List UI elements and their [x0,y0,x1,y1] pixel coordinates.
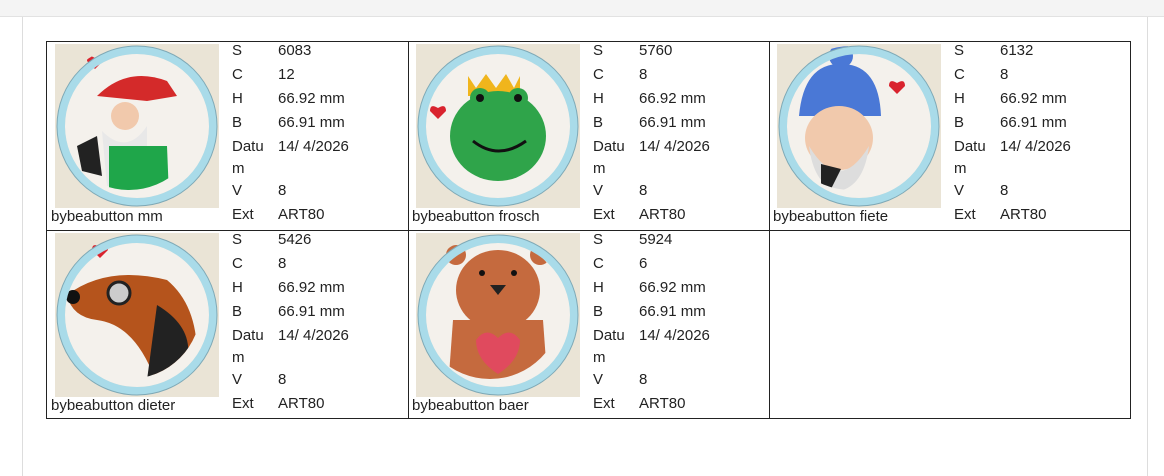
design-name: bybeabutton baer [412,397,529,414]
field-value: 8 [278,371,287,388]
field-label: Ext [593,395,615,412]
field-value: ART80 [278,206,325,223]
field-label: Datum [232,327,264,366]
design-name: bybeabutton dieter [51,397,176,414]
field-label: H [593,279,604,296]
design-preview [55,233,219,397]
field-value: 6132 [1000,42,1034,59]
design-cell: bybeabutton mm S 6083 C 12 H 66.92 mm B 66.91 mm… [47,42,409,231]
field-value: 8 [278,182,287,199]
field-label: H [232,279,243,296]
field-label: B [232,303,243,320]
field-value: 66.91 mm [639,303,706,320]
field-label: V [232,182,243,199]
field-value: 6083 [278,42,312,59]
field-value: 66.91 mm [278,114,345,131]
field-label: Datum [593,327,625,366]
field-label: S [593,42,604,59]
field-label: Ext [232,206,254,223]
field-label: V [954,182,965,199]
field-value: 14/ 4/2026 [278,327,349,344]
field-label: B [232,114,243,131]
field-value: 66.92 mm [278,279,345,296]
field-value: 14/ 4/2026 [278,138,349,155]
field-label: S [232,42,243,59]
design-preview [416,44,580,208]
field-label: B [593,114,604,131]
field-value: 8 [1000,182,1009,199]
field-label: S [593,231,604,248]
field-value: ART80 [639,206,686,223]
field-value: 5426 [278,231,312,248]
top-bar [0,0,1164,17]
field-label: Datum [593,138,625,177]
field-label: S [954,42,965,59]
field-label: C [593,66,604,83]
field-label: C [954,66,965,83]
field-label: C [232,66,243,83]
field-label: Ext [593,206,615,223]
field-value: 66.91 mm [1000,114,1067,131]
design-preview [416,233,580,397]
design-cell: bybeabutton baer S 5924 C 6 H 66.92 mm B 66.91 m… [408,231,770,420]
field-label: V [593,371,604,388]
field-label: H [232,90,243,107]
field-value: 5760 [639,42,673,59]
design-name: bybeabutton frosch [412,208,540,225]
field-label: Ext [232,395,254,412]
content-pane [22,17,1148,476]
field-label: H [593,90,604,107]
field-value: ART80 [639,395,686,412]
field-label: Datum [954,138,986,177]
field-label: V [232,371,243,388]
field-label: Ext [954,206,976,223]
field-label: Datum [232,138,264,177]
field-label: S [232,231,243,248]
field-label: B [593,303,604,320]
field-value: 12 [278,66,295,83]
field-label: H [954,90,965,107]
field-value: 14/ 4/2026 [639,138,710,155]
field-value: 6 [639,255,648,272]
field-value: ART80 [1000,206,1047,223]
design-cell: bybeabutton frosch S 5760 C 8 H 66.92 mm B 66.91… [408,42,770,231]
design-table: bybeabutton mm S 6083 C 12 H 66.92 mm B 66.91 mm… [46,41,1131,419]
field-value: 8 [639,66,648,83]
field-label: V [593,182,604,199]
design-cell: bybeabutton dieter S 5426 C 8 H 66.92 mm B 66.91… [47,231,409,420]
field-value: ART80 [278,395,325,412]
field-value: 66.92 mm [639,90,706,107]
field-label: C [232,255,243,272]
design-name: bybeabutton fiete [773,208,889,225]
design-cell: bybeabutton fiete S 6132 C 8 H 66.92 mm B 66.91 … [769,42,1131,231]
field-value: 8 [639,371,648,388]
field-label: C [593,255,604,272]
field-value: 14/ 4/2026 [1000,138,1071,155]
field-value: 66.92 mm [278,90,345,107]
field-value: 66.91 mm [639,114,706,131]
design-name: bybeabutton mm [51,208,163,225]
field-value: 66.92 mm [1000,90,1067,107]
field-value: 14/ 4/2026 [639,327,710,344]
field-value: 5924 [639,231,673,248]
field-value: 66.92 mm [639,279,706,296]
design-preview [777,44,941,208]
field-value: 8 [1000,66,1009,83]
design-preview [55,44,219,208]
field-label: B [954,114,965,131]
field-value: 8 [278,255,287,272]
field-value: 8 [639,182,648,199]
cell-border [47,230,1130,231]
field-value: 66.91 mm [278,303,345,320]
